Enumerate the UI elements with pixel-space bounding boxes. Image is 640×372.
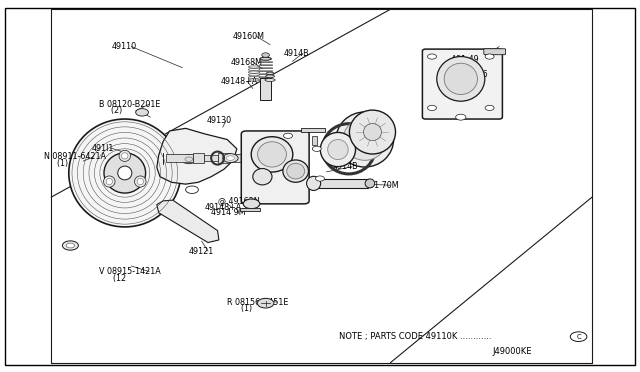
- Ellipse shape: [122, 153, 128, 159]
- Text: 49110: 49110: [112, 42, 137, 51]
- Ellipse shape: [265, 78, 275, 81]
- Circle shape: [227, 156, 234, 160]
- Circle shape: [456, 114, 466, 120]
- Text: 491 16: 491 16: [460, 70, 487, 79]
- Polygon shape: [157, 200, 219, 243]
- Polygon shape: [157, 128, 237, 184]
- Text: J49000KE: J49000KE: [493, 347, 532, 356]
- Text: 49160M: 49160M: [233, 32, 265, 41]
- Text: 491 40: 491 40: [356, 128, 383, 137]
- Ellipse shape: [119, 150, 131, 161]
- FancyBboxPatch shape: [241, 131, 309, 204]
- Circle shape: [243, 199, 260, 209]
- Text: N 08911-6421A: N 08911-6421A: [44, 153, 106, 161]
- Ellipse shape: [260, 57, 271, 60]
- Circle shape: [186, 186, 198, 193]
- Circle shape: [485, 105, 494, 110]
- Circle shape: [428, 105, 436, 110]
- Ellipse shape: [364, 124, 381, 141]
- Ellipse shape: [137, 178, 143, 185]
- Ellipse shape: [266, 72, 274, 74]
- Ellipse shape: [444, 63, 477, 94]
- Circle shape: [223, 154, 238, 163]
- Ellipse shape: [343, 119, 387, 160]
- Text: 49130: 49130: [207, 116, 232, 125]
- Ellipse shape: [63, 241, 79, 250]
- Circle shape: [428, 54, 436, 59]
- Circle shape: [312, 146, 321, 151]
- Text: 4914B: 4914B: [284, 49, 309, 58]
- Text: R 08156-B451E: R 08156-B451E: [227, 298, 289, 307]
- Ellipse shape: [106, 178, 113, 185]
- Circle shape: [185, 157, 193, 161]
- Bar: [260, 78, 271, 100]
- Text: (1): (1): [52, 159, 68, 168]
- Ellipse shape: [258, 142, 287, 167]
- Text: 491 70M: 491 70M: [364, 181, 398, 190]
- Text: (1): (1): [236, 304, 252, 312]
- Bar: [240, 208, 260, 211]
- Text: @ 49162N: @ 49162N: [218, 196, 259, 205]
- Ellipse shape: [321, 132, 356, 167]
- Bar: [218, 153, 230, 163]
- Ellipse shape: [336, 112, 394, 167]
- Ellipse shape: [365, 179, 375, 188]
- Ellipse shape: [287, 163, 305, 179]
- Text: (12: (12: [108, 274, 125, 283]
- Ellipse shape: [349, 110, 396, 154]
- Text: 49168M: 49168M: [230, 58, 262, 67]
- Bar: [301, 128, 325, 132]
- Circle shape: [181, 155, 196, 164]
- Ellipse shape: [328, 140, 348, 160]
- Circle shape: [284, 133, 292, 138]
- Text: 4914 9M: 4914 9M: [211, 208, 246, 217]
- Ellipse shape: [283, 160, 308, 182]
- Text: V 08915-1421A: V 08915-1421A: [99, 267, 161, 276]
- Bar: [230, 154, 250, 162]
- Bar: [193, 153, 204, 163]
- Bar: [204, 155, 218, 161]
- Circle shape: [485, 54, 494, 59]
- Ellipse shape: [104, 153, 146, 193]
- Ellipse shape: [134, 176, 146, 187]
- Ellipse shape: [307, 176, 321, 190]
- Text: B 08120-B201E: B 08120-B201E: [99, 100, 161, 109]
- Circle shape: [136, 109, 148, 116]
- Text: 4914B: 4914B: [333, 162, 358, 171]
- Ellipse shape: [266, 75, 275, 78]
- Text: 491 44: 491 44: [347, 147, 374, 156]
- Circle shape: [262, 53, 269, 57]
- Text: 49148+A: 49148+A: [205, 203, 242, 212]
- Circle shape: [257, 298, 274, 308]
- Circle shape: [316, 176, 324, 181]
- Text: 49148+A: 49148+A: [221, 77, 258, 86]
- Ellipse shape: [104, 176, 115, 187]
- Text: 49121: 49121: [189, 247, 214, 256]
- FancyBboxPatch shape: [484, 49, 506, 55]
- Text: 491 49: 491 49: [451, 55, 479, 64]
- Ellipse shape: [69, 119, 181, 227]
- Ellipse shape: [253, 169, 272, 185]
- Ellipse shape: [251, 137, 293, 172]
- Bar: [312, 136, 317, 145]
- Bar: [166, 154, 193, 162]
- Bar: [314, 179, 368, 188]
- Text: C: C: [576, 334, 581, 340]
- Ellipse shape: [118, 166, 132, 180]
- Text: NOTE ; PARTS CODE 49110K ............: NOTE ; PARTS CODE 49110K ............: [339, 332, 492, 341]
- Text: (2): (2): [106, 106, 122, 115]
- Ellipse shape: [67, 243, 74, 248]
- Ellipse shape: [436, 57, 485, 101]
- FancyBboxPatch shape: [422, 49, 502, 119]
- Text: 491l1: 491l1: [92, 144, 114, 153]
